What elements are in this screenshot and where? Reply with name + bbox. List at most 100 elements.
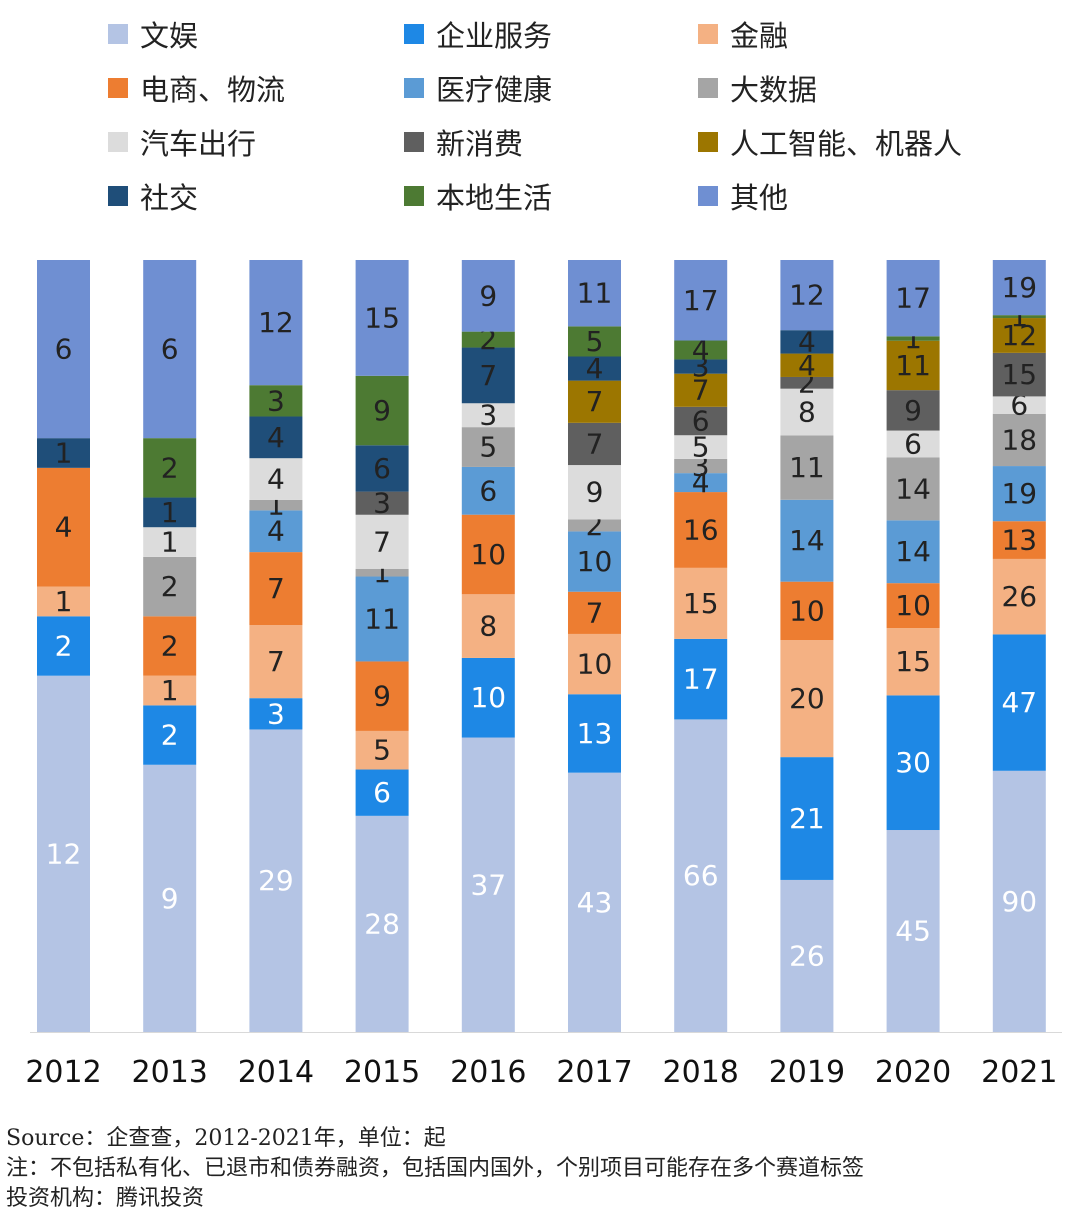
- legend-item: 医疗健康: [404, 68, 552, 108]
- data-label: 7: [692, 374, 710, 407]
- data-label: 2: [161, 630, 179, 663]
- bar-segment: [992, 260, 1046, 316]
- data-label: 2: [161, 570, 179, 603]
- bar-segment: [886, 340, 940, 391]
- bar-segment: [355, 375, 409, 446]
- bar-segment: [568, 326, 621, 357]
- data-label: 9: [904, 394, 922, 427]
- bar-segment: [355, 576, 409, 662]
- data-label: 26: [789, 939, 825, 972]
- legend-label: 文娱: [140, 19, 199, 53]
- bar-segment: [249, 499, 303, 511]
- bar-segment: [674, 638, 728, 720]
- data-label: 26: [1001, 580, 1037, 613]
- bar-segment: [355, 491, 409, 515]
- data-label: 90: [1001, 885, 1037, 918]
- data-label: 10: [470, 681, 506, 714]
- data-label: 8: [479, 610, 497, 643]
- bar-segment: [355, 514, 409, 569]
- data-label: 30: [895, 746, 931, 779]
- bar-segment: [992, 521, 1046, 559]
- data-label: 7: [586, 385, 604, 418]
- bar-segment: [780, 581, 834, 641]
- bar-segment: [461, 594, 515, 658]
- data-label: 12: [258, 306, 294, 339]
- data-label: 4: [267, 421, 285, 454]
- bar-segment: [461, 403, 515, 428]
- bar-segment: [143, 764, 197, 1032]
- data-label: 3: [267, 384, 285, 417]
- bar-segment: [249, 698, 303, 730]
- data-label: 9: [161, 882, 179, 915]
- data-label: 7: [373, 525, 391, 558]
- data-label: 14: [789, 524, 825, 557]
- data-label: 13: [577, 717, 613, 750]
- x-tick-label: 2015: [344, 1055, 420, 1090]
- bar-segment: [143, 527, 197, 557]
- bar-segment: [992, 396, 1046, 414]
- bar-segment: [674, 492, 728, 568]
- bar-segment: [992, 413, 1046, 467]
- data-label: 12: [46, 837, 82, 870]
- data-label: 4: [798, 349, 816, 382]
- bar-segment: [992, 634, 1046, 771]
- source-line: Source：企查查，2012-2021年，单位：起: [6, 1126, 446, 1151]
- legend-item: 社交: [108, 176, 198, 216]
- legend-swatch: [108, 186, 128, 206]
- x-tick-label: 2013: [132, 1055, 208, 1090]
- legend-swatch: [404, 78, 424, 98]
- data-label: 10: [789, 594, 825, 627]
- data-label: 7: [479, 359, 497, 392]
- data-label: 17: [683, 284, 719, 317]
- data-label: 17: [683, 663, 719, 696]
- bar-segment: [355, 730, 409, 770]
- bar-segment: [780, 330, 834, 354]
- investor-line: 投资机构：腾讯投资: [6, 1186, 205, 1211]
- data-label: 17: [895, 282, 931, 315]
- data-label: 6: [161, 333, 179, 366]
- legend-label: 金融: [730, 19, 789, 53]
- bar-segment: [143, 675, 197, 706]
- data-label: 28: [364, 907, 400, 940]
- bar-segment: [461, 427, 515, 467]
- bar-segment: [568, 531, 621, 592]
- data-label: 5: [479, 431, 497, 464]
- bar-segment: [780, 388, 834, 436]
- data-label: 13: [1001, 524, 1037, 557]
- bar-segment: [568, 591, 621, 634]
- bar-segment: [674, 373, 728, 407]
- data-label: 1: [55, 437, 73, 470]
- bar-segment: [886, 830, 940, 1032]
- data-label: 7: [267, 645, 285, 678]
- data-label: 11: [364, 602, 400, 635]
- legend-item: 本地生活: [404, 176, 552, 216]
- bar-segment: [143, 556, 197, 617]
- bar-segment: [143, 705, 197, 765]
- data-label: 2: [55, 630, 73, 663]
- bar-segment: [355, 815, 409, 1032]
- data-label: 4: [267, 515, 285, 548]
- legend-swatch: [698, 24, 718, 44]
- bar-segment: [674, 359, 728, 374]
- bar-segment: [674, 719, 728, 1032]
- data-label: 9: [586, 476, 604, 509]
- legend-swatch: [108, 78, 128, 98]
- x-tick-label: 2014: [238, 1055, 314, 1090]
- bar-segment: [886, 336, 940, 341]
- legend-item: 大数据: [698, 68, 817, 108]
- legend-label: 医疗健康: [436, 73, 553, 107]
- legend-label: 大数据: [730, 73, 818, 107]
- data-label: 4: [798, 325, 816, 358]
- data-label: 8: [798, 396, 816, 429]
- legend-swatch: [698, 78, 718, 98]
- legend-item: 新消费: [404, 122, 523, 162]
- legend-swatch: [404, 132, 424, 152]
- bar-segment: [461, 466, 515, 515]
- data-label: 1: [161, 526, 179, 559]
- bar-segment: [249, 260, 303, 386]
- legend-label: 其他: [730, 181, 789, 215]
- legend-label: 汽车出行: [140, 127, 257, 161]
- bar-segment: [37, 438, 90, 468]
- data-label: 6: [904, 428, 922, 461]
- data-label: 19: [1001, 271, 1037, 304]
